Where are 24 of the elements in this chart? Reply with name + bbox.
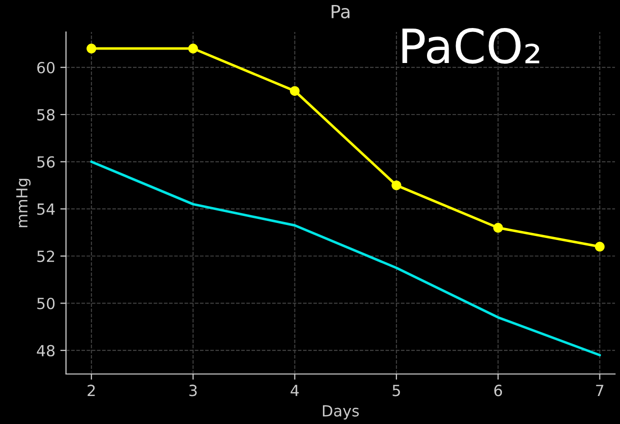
point [188,44,198,54]
y-tick-label: 52 [37,250,54,262]
x-tick-label: 3 [189,384,197,396]
x-tick-label: 7 [596,384,604,396]
x-tick-label: 6 [494,384,502,396]
y-tick-label: 60 [37,62,55,74]
y-tick-label: 48 [36,344,55,356]
y-tick-label: 54 [37,204,55,215]
line-series [90,160,601,356]
x-tick-label: 2 [88,384,95,396]
point [594,242,605,252]
x-axis-title: Days [322,405,359,420]
point [493,222,503,233]
point [86,44,96,54]
x-tick-label: 5 [392,384,400,396]
x-tick-label: 4 [290,384,299,396]
point [290,86,300,96]
chart-title: Pa [332,4,350,18]
y-tick-label: 58 [37,109,55,121]
annotation: PaCO₂ [402,28,540,64]
point [392,180,402,190]
y-axis-title: mmHg [16,178,31,228]
y-tick-label: 56 [37,156,55,168]
y-tick-label: 50 [37,298,55,310]
